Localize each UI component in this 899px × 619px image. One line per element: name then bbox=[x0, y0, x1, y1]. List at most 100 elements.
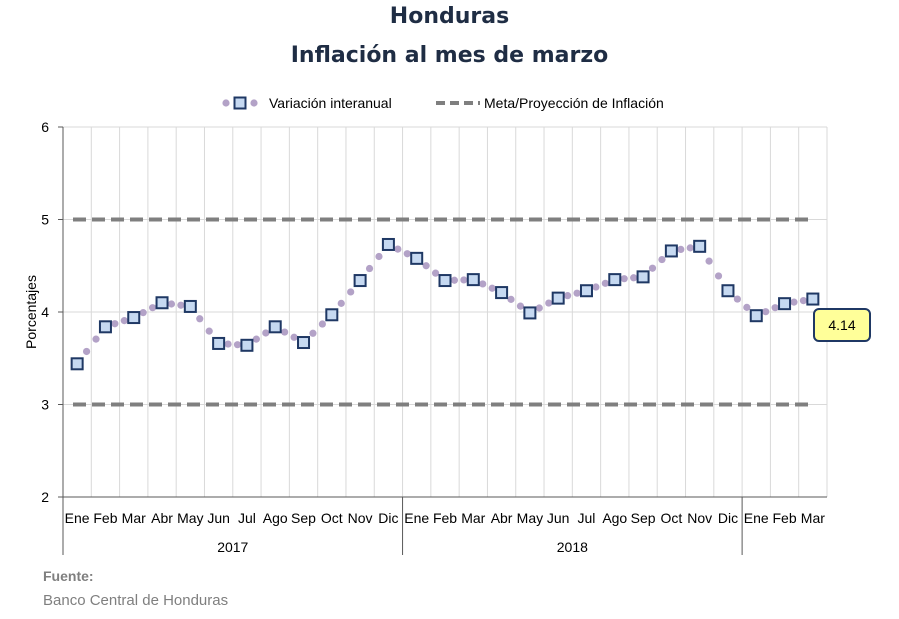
data-point-marker bbox=[297, 336, 311, 350]
series-dot bbox=[318, 320, 326, 328]
data-point-marker bbox=[579, 284, 593, 298]
series-dot bbox=[290, 333, 298, 341]
series-dot bbox=[281, 328, 289, 336]
x-tick-label: Abr bbox=[491, 510, 513, 526]
legend-series-label: Variación interanual bbox=[269, 95, 392, 111]
series-dot bbox=[564, 292, 572, 300]
x-tick-label: Jun bbox=[547, 510, 570, 526]
x-tick-label: Feb bbox=[93, 510, 117, 526]
x-tick-label: Ene bbox=[744, 510, 769, 526]
data-point-marker bbox=[353, 274, 367, 288]
data-point-marker bbox=[693, 239, 707, 253]
series-dot bbox=[450, 276, 459, 284]
data-point-marker bbox=[212, 336, 226, 350]
x-tick-label: Sep bbox=[291, 510, 316, 526]
data-point-marker bbox=[325, 308, 339, 322]
series-dot bbox=[252, 335, 260, 343]
data-point-marker bbox=[127, 311, 141, 325]
legend-series-dot bbox=[222, 99, 230, 107]
series-dot bbox=[799, 296, 808, 305]
series-dot bbox=[573, 289, 581, 297]
series-dot bbox=[771, 304, 779, 312]
callout-box bbox=[813, 308, 871, 342]
y-axis-label: Porcentajes bbox=[23, 275, 39, 349]
gridlines bbox=[63, 126, 828, 498]
x-tick-label: Mar bbox=[801, 510, 825, 526]
x-tick-label: Jul bbox=[238, 510, 256, 526]
series-dot bbox=[365, 264, 374, 273]
x-tick-label: Ene bbox=[404, 510, 429, 526]
series-dot bbox=[516, 302, 525, 310]
data-point-marker bbox=[523, 306, 537, 320]
data-point-marker bbox=[551, 291, 565, 305]
series-dot bbox=[705, 257, 713, 265]
x-tick-label: Mar bbox=[461, 510, 485, 526]
series-dot bbox=[422, 262, 430, 270]
series-dot bbox=[149, 304, 157, 312]
series-dot bbox=[488, 284, 496, 292]
series-dot bbox=[592, 283, 600, 291]
data-point-marker bbox=[721, 284, 735, 298]
data-point-marker bbox=[664, 244, 678, 258]
series-dot bbox=[460, 276, 468, 284]
series-dot bbox=[479, 280, 487, 288]
inflation-series bbox=[70, 237, 820, 371]
y-tick-label: 6 bbox=[41, 119, 49, 135]
x-tick-label: Dic bbox=[718, 510, 738, 526]
series-dot bbox=[139, 309, 147, 317]
data-point-marker bbox=[608, 273, 622, 287]
data-point-marker bbox=[268, 320, 282, 334]
series-dot bbox=[233, 341, 242, 349]
y-tick-label: 5 bbox=[41, 212, 49, 228]
series-dot bbox=[743, 303, 751, 311]
chart-subtitle: Inflación al mes de marzo bbox=[290, 43, 609, 68]
series-dot bbox=[733, 295, 741, 303]
x-tick-label: Dic bbox=[378, 510, 398, 526]
series-dot bbox=[601, 279, 609, 287]
target-band-lines bbox=[73, 217, 809, 407]
x-tick-label: Nov bbox=[348, 510, 373, 526]
series-dot bbox=[347, 288, 355, 296]
data-point-marker bbox=[749, 309, 763, 323]
series-dot bbox=[111, 320, 119, 328]
x-tick-label: Sep bbox=[631, 510, 656, 526]
x-tick-label: Abr bbox=[151, 510, 173, 526]
series-dot bbox=[262, 329, 270, 337]
legend-series-marker bbox=[233, 96, 247, 110]
series-dot bbox=[337, 299, 345, 307]
series-dot bbox=[224, 340, 232, 348]
last-value-callout: 4.14 bbox=[813, 308, 871, 342]
y-tick-label: 3 bbox=[41, 397, 49, 413]
chart-title: Honduras bbox=[389, 4, 510, 29]
x-tick-label: May bbox=[517, 510, 543, 526]
legend-series-dot bbox=[250, 99, 258, 107]
x-tick-label: Feb bbox=[433, 510, 457, 526]
x-tick-label: Oct bbox=[660, 510, 682, 526]
series-dot bbox=[714, 272, 723, 280]
series-dot bbox=[82, 347, 91, 356]
series-dot bbox=[196, 315, 204, 323]
x-tick-label: Ene bbox=[65, 510, 90, 526]
series-dot bbox=[177, 301, 185, 309]
x-tick-label: Jul bbox=[578, 510, 596, 526]
data-point-marker bbox=[466, 273, 480, 287]
x-tick-label: Mar bbox=[122, 510, 146, 526]
group-label: 2018 bbox=[557, 539, 588, 555]
series-dot bbox=[309, 329, 317, 337]
series-dot bbox=[120, 317, 128, 325]
series-dot bbox=[375, 252, 383, 261]
legend: Variación interanual Meta/Proyección de I… bbox=[222, 95, 664, 111]
series-dot bbox=[403, 250, 411, 258]
series-dot bbox=[790, 298, 798, 306]
x-tick-label: Nov bbox=[687, 510, 712, 526]
series-dot bbox=[620, 275, 628, 283]
x-tick-label: Ago bbox=[263, 510, 288, 526]
series-dot bbox=[677, 245, 685, 254]
callout-value: 4.14 bbox=[828, 317, 855, 333]
data-point-marker bbox=[806, 292, 820, 306]
series-dot bbox=[648, 264, 657, 272]
x-tick-label: Oct bbox=[321, 510, 343, 526]
series-dot bbox=[535, 304, 543, 312]
series-dot bbox=[394, 245, 402, 253]
